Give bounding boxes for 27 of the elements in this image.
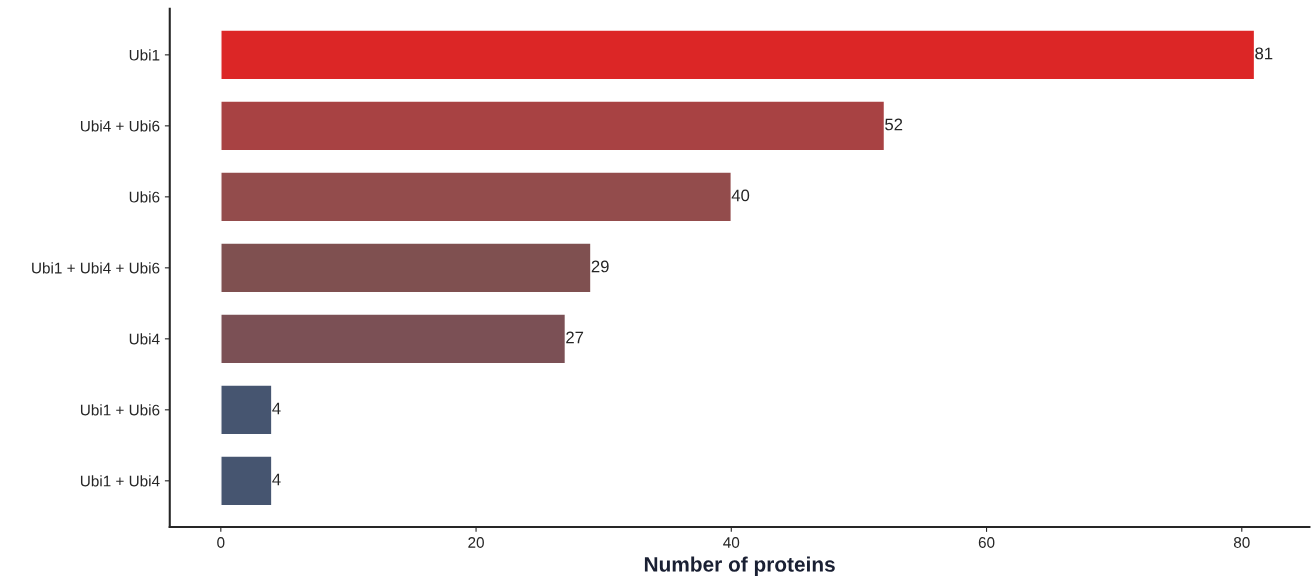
data-label: 27: [566, 331, 584, 344]
data-label: 52: [885, 118, 903, 131]
y-tick-label: Ubi1: [129, 49, 160, 61]
x-tick-label: 60: [978, 537, 995, 548]
y-tick-label: Ubi1 + Ubi4: [80, 475, 160, 487]
x-tick-label: 0: [217, 537, 225, 548]
bar: [220, 242, 592, 294]
bar: [220, 313, 567, 365]
data-label: 4: [272, 473, 281, 486]
bar: [220, 384, 273, 436]
y-tick-label: Ubi4 + Ubi6: [80, 120, 160, 132]
x-tick-label: 20: [468, 537, 484, 548]
data-label: 40: [731, 189, 750, 202]
bar: [220, 100, 886, 152]
x-tick-label: 80: [1233, 537, 1250, 548]
y-tick-label: Ubi1 + Ubi6: [80, 404, 160, 416]
data-label: 4: [272, 402, 281, 415]
y-tick-label: Ubi4: [129, 333, 160, 345]
x-axis-title: Number of proteins: [644, 556, 835, 576]
y-tick-label: Ubi6: [129, 191, 160, 203]
y-tick-label: Ubi1 + Ubi4 + Ubi6: [32, 262, 160, 274]
x-tick-label: 40: [723, 537, 740, 548]
data-label: 81: [1255, 47, 1273, 60]
bar: [220, 29, 1256, 81]
bar: [220, 455, 273, 507]
data-label: 29: [591, 260, 609, 273]
bar: [220, 171, 732, 223]
